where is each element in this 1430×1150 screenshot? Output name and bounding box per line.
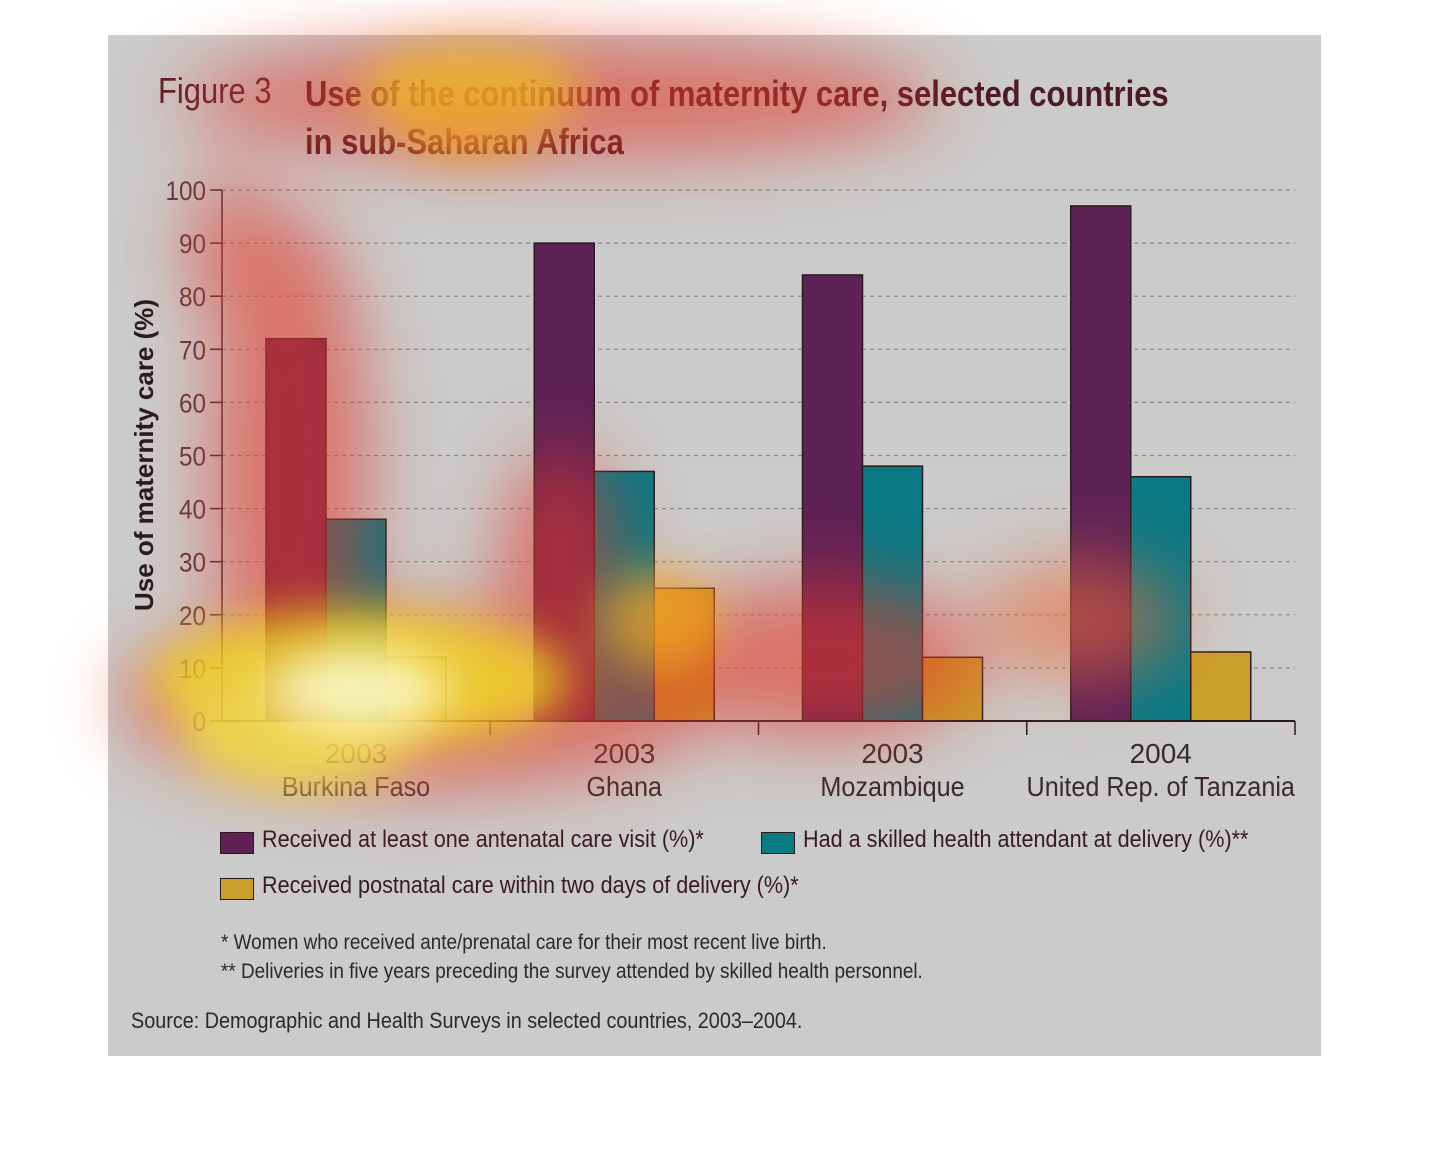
y-axis-label: Use of maternity care (%) xyxy=(129,299,159,611)
bar xyxy=(385,656,447,722)
bar xyxy=(325,518,387,722)
y-tick-label: 60 xyxy=(179,389,206,418)
x-tick-label-year: 2003 xyxy=(861,738,923,769)
y-tick-label: 10 xyxy=(179,655,206,684)
footnote-2: ** Deliveries in five years preceding th… xyxy=(221,960,923,983)
bar xyxy=(1070,205,1132,722)
y-tick-label: 80 xyxy=(179,283,206,312)
bar xyxy=(265,337,327,722)
legend-label: Had a skilled health attendant at delive… xyxy=(803,826,1249,853)
legend-swatch xyxy=(220,832,254,854)
bar xyxy=(533,242,595,722)
bar xyxy=(1190,651,1252,722)
bar xyxy=(653,587,715,722)
y-tick-label: 100 xyxy=(165,177,206,206)
y-tick-label: 0 xyxy=(192,708,206,737)
y-tick-label: 20 xyxy=(179,602,206,631)
bar xyxy=(1130,475,1192,722)
legend-label: Received at least one antenatal care vis… xyxy=(262,826,704,853)
bar xyxy=(593,470,655,722)
x-tick-label-country: Mozambique xyxy=(820,771,964,803)
bar xyxy=(801,274,864,722)
y-tick-label: 70 xyxy=(179,336,206,365)
x-tick-label-year: 2003 xyxy=(325,738,387,769)
y-tick-label: 90 xyxy=(179,230,206,259)
y-tick-label: 30 xyxy=(179,549,206,578)
legend-swatch xyxy=(220,878,254,900)
x-tick-label-country: United Rep. of Tanzania xyxy=(1027,771,1296,803)
y-tick-label: 50 xyxy=(179,442,206,471)
bar xyxy=(921,656,984,722)
bar xyxy=(861,465,924,722)
source-note: Source: Demographic and Health Surveys i… xyxy=(131,1008,803,1033)
x-tick-label-country: Ghana xyxy=(586,771,662,803)
y-tick-label: 40 xyxy=(179,495,206,524)
x-tick-label-year: 2003 xyxy=(593,738,655,769)
footnote-1: * Women who received ante/prenatal care … xyxy=(221,931,827,954)
x-tick-label-year: 2004 xyxy=(1130,738,1192,769)
x-tick-label-country: Burkina Faso xyxy=(282,771,430,803)
legend-label: Received postnatal care within two days … xyxy=(262,872,799,899)
legend-swatch xyxy=(761,832,795,854)
